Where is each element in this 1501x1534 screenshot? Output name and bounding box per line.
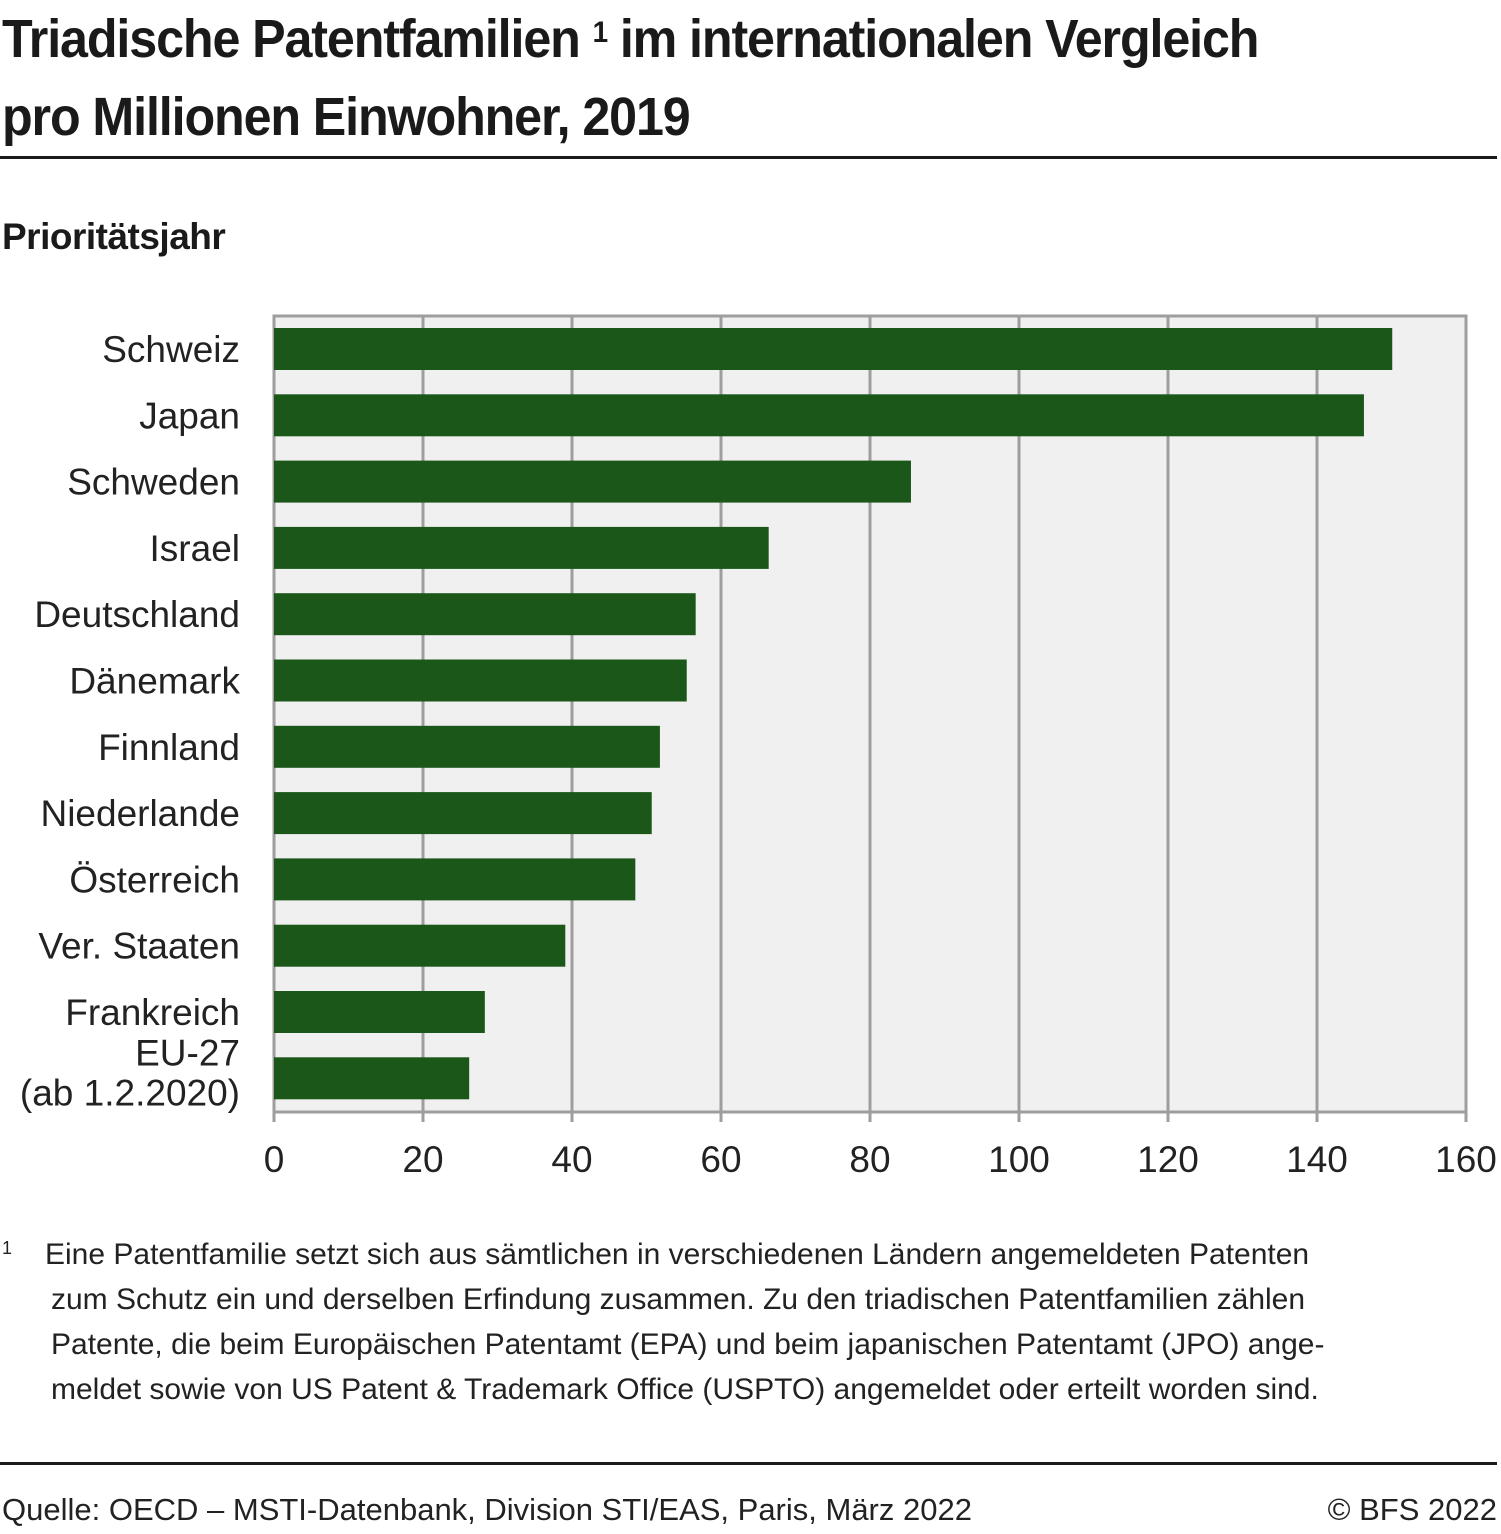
copyright: © BFS 2022	[1327, 1492, 1497, 1527]
category-label: Niederlande	[40, 793, 240, 834]
bar	[274, 593, 696, 636]
category-label: Schweden	[67, 462, 240, 503]
chart-subtitle: Prioritätsjahr	[2, 216, 226, 257]
gridlines	[272, 314, 1468, 1122]
bar	[274, 394, 1364, 437]
category-labels: Schweiz Japan Schweden Israel Deutschland Dän…	[20, 329, 241, 1113]
bar	[274, 460, 911, 503]
category-label: Israel	[150, 528, 240, 569]
category-label: Deutschland	[34, 594, 240, 635]
category-label: Frankreich	[65, 992, 240, 1033]
x-tick-label: 80	[849, 1139, 890, 1180]
category-label: Österreich	[69, 859, 240, 900]
bar	[274, 792, 652, 835]
bar	[274, 659, 687, 702]
x-tick-label: 60	[700, 1139, 741, 1180]
bar	[274, 924, 566, 967]
chart-title: Triadische Patentfamilien 1 im internati…	[2, 0, 1392, 156]
source-note: Quelle: OECD – MSTI-Datenbank, Division …	[2, 1492, 972, 1527]
top-divider	[0, 156, 1497, 159]
x-tick-label: 40	[551, 1139, 592, 1180]
bottom-divider	[0, 1462, 1497, 1465]
footnote-text: Eine Patentfamilie setzt sich aus sämtli…	[45, 1232, 1490, 1412]
footnote-line: Patente, die beim Europäischen Patentamt…	[51, 1328, 1325, 1361]
category-label: Finnland	[98, 727, 240, 768]
footnote-line: Eine Patentfamilie setzt sich aus sämtli…	[45, 1238, 1310, 1271]
bar-chart: 0 20 40 60 80 100 120 140 160 Schweiz Japan Schwed…	[20, 314, 1497, 1180]
footnote-marker: 1	[2, 1238, 13, 1258]
x-tick-label: 140	[1286, 1139, 1348, 1180]
x-tick-label: 0	[264, 1139, 285, 1180]
category-label-line: (ab 1.2.2020)	[20, 1072, 240, 1113]
x-tick-label: 100	[988, 1139, 1050, 1180]
footnote: 1 Eine Patentfamilie setzt sich aus sämt…	[0, 1232, 1490, 1412]
category-label: Japan	[139, 395, 240, 436]
category-label: EU-27 (ab 1.2.2020)	[20, 1032, 240, 1113]
title-footnote-ref: 1	[592, 16, 608, 49]
x-tick-label: 20	[402, 1139, 443, 1180]
x-tick-labels: 0 20 40 60 80 100 120 140 160	[264, 1139, 1497, 1180]
title-line-2: pro Millionen Einwohner, 2019	[2, 87, 691, 147]
category-label-line: EU-27	[135, 1032, 240, 1073]
title-line-1: Triadische Patentfamilien 1 im internati…	[2, 9, 1259, 69]
bar	[274, 991, 485, 1033]
category-label: Dänemark	[69, 661, 240, 702]
category-label: Schweiz	[102, 329, 240, 370]
category-label: Ver. Staaten	[38, 926, 240, 967]
x-tick-label: 160	[1435, 1139, 1497, 1180]
footnote-line: zum Schutz ein und derselben Erfindung z…	[51, 1283, 1306, 1316]
x-tick-label: 120	[1137, 1139, 1199, 1180]
bars	[274, 328, 1393, 1100]
bar	[274, 725, 660, 768]
footnote-line: meldet sowie von US Patent & Trademark O…	[51, 1373, 1319, 1406]
bar	[274, 328, 1393, 370]
bar	[274, 1057, 470, 1100]
bar	[274, 526, 769, 569]
bar	[274, 858, 636, 901]
